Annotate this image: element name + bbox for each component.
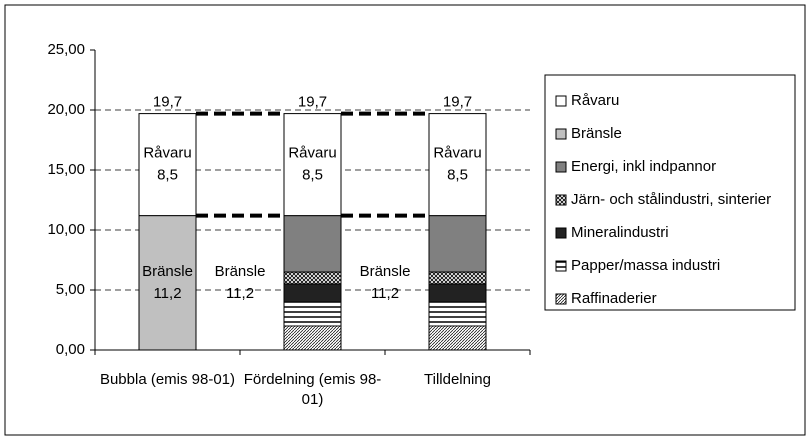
legend-label: Råvaru bbox=[571, 92, 619, 109]
bar-segment bbox=[283, 301, 342, 327]
segment-name: Råvaru bbox=[143, 145, 191, 162]
annotation-value: 11,2 bbox=[371, 285, 399, 302]
bar-segment bbox=[138, 113, 197, 217]
legend-swatch bbox=[555, 128, 567, 140]
legend-box bbox=[544, 74, 796, 311]
total-label: 19,7 bbox=[443, 94, 472, 111]
legend-label: Energi, inkl indpannor bbox=[571, 158, 716, 175]
legend-label: Mineralindustri bbox=[571, 224, 669, 241]
bar-segment bbox=[428, 113, 487, 217]
x-tick-label: Bubbla (emis 98-01) bbox=[99, 371, 236, 388]
legend-swatch bbox=[555, 227, 567, 239]
y-tick-label: 20,00 bbox=[47, 101, 85, 118]
segment-name: Råvaru bbox=[288, 145, 336, 162]
legend-swatch bbox=[555, 260, 567, 272]
frame bbox=[4, 4, 806, 436]
segment-name: Råvaru bbox=[433, 145, 481, 162]
y-tick-label: 10,00 bbox=[47, 221, 85, 238]
legend-label: Papper/massa industri bbox=[571, 257, 720, 274]
legend-label: Järn- och stålindustri, sinterier bbox=[571, 191, 771, 208]
bar-segment bbox=[283, 271, 342, 285]
bar-segment bbox=[428, 215, 487, 273]
y-tick-label: 25,00 bbox=[47, 41, 85, 58]
total-label: 19,7 bbox=[153, 94, 182, 111]
segment-name: Bränsle bbox=[142, 263, 193, 280]
value-label: 8,5 bbox=[302, 167, 323, 184]
bar-segment bbox=[428, 301, 487, 327]
bar-segment bbox=[283, 215, 342, 273]
value-label: 8,5 bbox=[157, 167, 178, 184]
total-label: 19,7 bbox=[298, 94, 327, 111]
bar-segment bbox=[283, 113, 342, 217]
y-tick-label: 0,00 bbox=[56, 341, 85, 358]
legend-swatch bbox=[555, 161, 567, 173]
bar-segment bbox=[428, 325, 487, 351]
bar-segment bbox=[138, 215, 197, 351]
value-label: 11,2 bbox=[153, 285, 181, 302]
annotation-value: 11,2 bbox=[226, 285, 254, 302]
value-label: 8,5 bbox=[447, 167, 468, 184]
bar-segment bbox=[283, 325, 342, 351]
bar-segment bbox=[428, 283, 487, 303]
legend-swatch bbox=[555, 293, 567, 305]
x-tick-label: Fördelning (emis 98-01) bbox=[243, 371, 382, 408]
legend-label: Bränsle bbox=[571, 125, 622, 142]
bar-segment bbox=[428, 271, 487, 285]
y-tick-label: 15,00 bbox=[47, 161, 85, 178]
bar-segment bbox=[283, 283, 342, 303]
legend-label: Raffinaderier bbox=[571, 290, 657, 307]
legend-swatch bbox=[555, 194, 567, 206]
legend-swatch bbox=[555, 95, 567, 107]
x-tick-label: Tilldelning bbox=[424, 371, 491, 388]
annotation: Bränsle bbox=[360, 263, 411, 280]
annotation: Bränsle bbox=[215, 263, 266, 280]
y-tick-label: 5,00 bbox=[56, 281, 85, 298]
